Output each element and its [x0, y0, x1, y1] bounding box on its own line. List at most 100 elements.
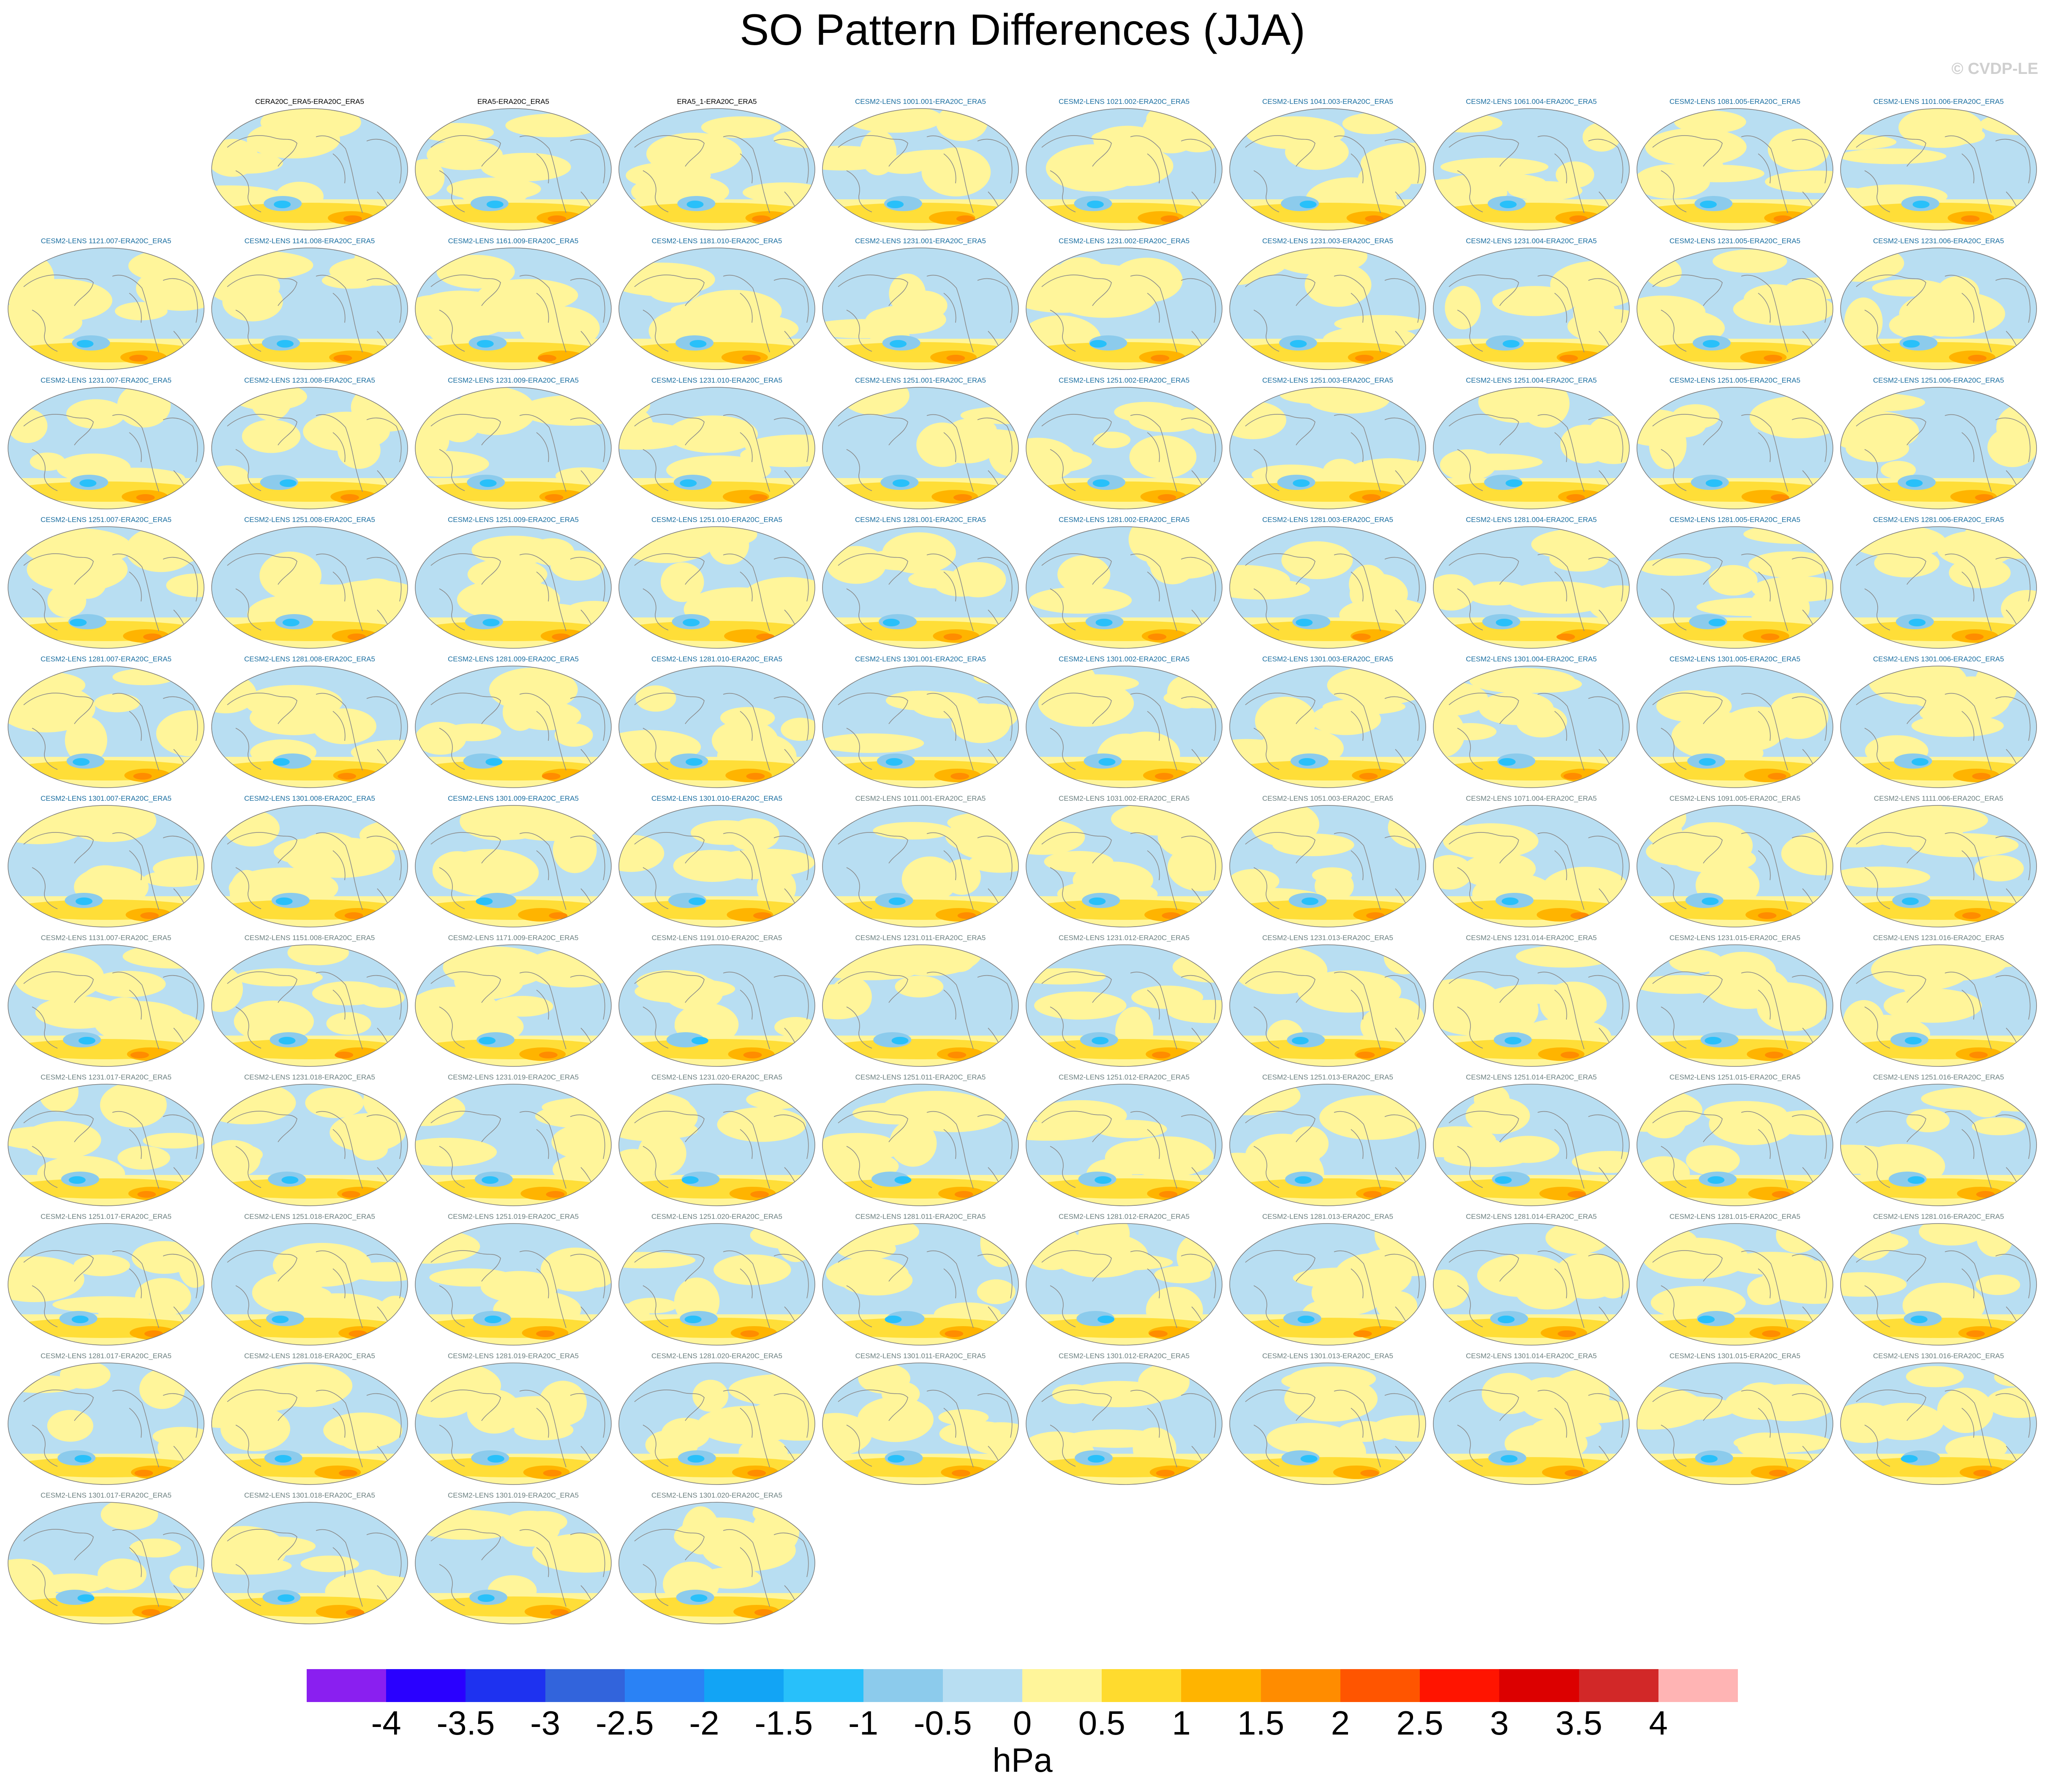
- map-panel-label: CESM2-LENS 1251.009-ERA20C_ERA5: [448, 516, 579, 524]
- map-panel: CESM2-LENS 1251.013-ERA20C_ERA5: [1228, 1072, 1427, 1207]
- map-panel-label: CESM2-LENS 1251.008-ERA20C_ERA5: [244, 516, 375, 524]
- robinson-map: [1433, 666, 1630, 788]
- map-panel-label: CESM2-LENS 1281.018-ERA20C_ERA5: [244, 1352, 375, 1360]
- map-panel: CESM2-LENS 1251.005-ERA20C_ERA5: [1636, 375, 1834, 510]
- map-panel: CESM2-LENS 1251.018-ERA20C_ERA5: [210, 1211, 409, 1346]
- map-panel: CESM2-LENS 1231.002-ERA20C_ERA5: [1025, 236, 1223, 371]
- map-panel-label: CESM2-LENS 1281.010-ERA20C_ERA5: [651, 655, 782, 663]
- map-panel: CESM2-LENS 1251.014-ERA20C_ERA5: [1432, 1072, 1631, 1207]
- robinson-map: [618, 805, 815, 927]
- map-panel-label: CESM2-LENS 1281.016-ERA20C_ERA5: [1873, 1213, 2004, 1221]
- colorbar-tick-label: 0.5: [1078, 1704, 1125, 1742]
- map-panel: CESM2-LENS 1231.016-ERA20C_ERA5: [1839, 933, 2038, 1068]
- map-panel-label: CESM2-LENS 1281.005-ERA20C_ERA5: [1669, 516, 1800, 524]
- map-panel: CESM2-LENS 1301.010-ERA20C_ERA5: [618, 793, 816, 928]
- map-panel: CESM2-LENS 1301.012-ERA20C_ERA5: [1025, 1351, 1223, 1486]
- map-panel-label: CESM2-LENS 1251.003-ERA20C_ERA5: [1262, 376, 1393, 384]
- colorbar-swatch: [1102, 1669, 1182, 1702]
- map-panel-label: CESM2-LENS 1301.020-ERA20C_ERA5: [651, 1491, 782, 1499]
- map-panel-label: CESM2-LENS 1281.009-ERA20C_ERA5: [448, 655, 579, 663]
- map-panel-label: CESM2-LENS 1301.015-ERA20C_ERA5: [1669, 1352, 1800, 1360]
- robinson-map: [618, 1362, 815, 1485]
- map-panel: CESM2-LENS 1081.005-ERA20C_ERA5: [1636, 96, 1834, 231]
- map-panel: CESM2-LENS 1251.011-ERA20C_ERA5: [821, 1072, 1020, 1207]
- map-panel: CESM2-LENS 1161.009-ERA20C_ERA5: [414, 236, 613, 371]
- colorbar-tick-label: -1: [848, 1704, 879, 1742]
- robinson-map: [1840, 805, 2037, 927]
- map-panel-label: CESM2-LENS 1231.004-ERA20C_ERA5: [1466, 237, 1597, 245]
- robinson-map: [1026, 247, 1223, 370]
- map-panel: CESM2-LENS 1301.003-ERA20C_ERA5: [1228, 654, 1427, 789]
- robinson-map: [415, 666, 612, 788]
- map-panel: CESM2-LENS 1051.003-ERA20C_ERA5: [1228, 793, 1427, 928]
- map-panel: CESM2-LENS 1231.015-ERA20C_ERA5: [1636, 933, 1834, 1068]
- map-panel-label: CESM2-LENS 1281.007-ERA20C_ERA5: [41, 655, 172, 663]
- robinson-map: [8, 247, 204, 370]
- map-panel-label: CESM2-LENS 1251.015-ERA20C_ERA5: [1669, 1073, 1800, 1081]
- map-panel: CESM2-LENS 1231.014-ERA20C_ERA5: [1432, 933, 1631, 1068]
- map-panel-label: CESM2-LENS 1301.013-ERA20C_ERA5: [1262, 1352, 1393, 1360]
- map-panel-label: CESM2-LENS 1251.001-ERA20C_ERA5: [855, 376, 986, 384]
- robinson-map: [618, 108, 815, 231]
- robinson-map: [618, 1084, 815, 1206]
- map-panel-label: CESM2-LENS 1231.005-ERA20C_ERA5: [1669, 237, 1800, 245]
- robinson-map: [1229, 666, 1426, 788]
- robinson-map: [211, 666, 408, 788]
- map-panel-label: CESM2-LENS 1301.010-ERA20C_ERA5: [651, 794, 782, 802]
- map-panel: CESM2-LENS 1251.009-ERA20C_ERA5: [414, 514, 613, 650]
- robinson-map: [618, 526, 815, 649]
- map-panel: CESM2-LENS 1251.004-ERA20C_ERA5: [1432, 375, 1631, 510]
- robinson-map: [415, 247, 612, 370]
- map-panel-label: CESM2-LENS 1231.019-ERA20C_ERA5: [448, 1073, 579, 1081]
- map-panel-label: CESM2-LENS 1171.009-ERA20C_ERA5: [448, 934, 579, 942]
- map-panel: CESM2-LENS 1301.020-ERA20C_ERA5: [618, 1490, 816, 1625]
- robinson-map: [211, 108, 408, 231]
- map-panel-label: CESM2-LENS 1281.012-ERA20C_ERA5: [1059, 1213, 1190, 1221]
- map-panel: CESM2-LENS 1231.001-ERA20C_ERA5: [821, 236, 1020, 371]
- colorbar-tick-label: 3.5: [1555, 1704, 1603, 1742]
- map-panel-label: CESM2-LENS 1281.011-ERA20C_ERA5: [855, 1213, 986, 1221]
- robinson-map: [8, 1502, 204, 1624]
- map-panel: CESM2-LENS 1251.010-ERA20C_ERA5: [618, 514, 816, 650]
- robinson-map: [415, 944, 612, 1067]
- map-panel-label: CESM2-LENS 1251.013-ERA20C_ERA5: [1262, 1073, 1393, 1081]
- map-panel: CESM2-LENS 1231.009-ERA20C_ERA5: [414, 375, 613, 510]
- robinson-map: [1433, 1362, 1630, 1485]
- map-panel: CESM2-LENS 1281.017-ERA20C_ERA5: [7, 1351, 205, 1486]
- robinson-map: [8, 1084, 204, 1206]
- map-panel: CESM2-LENS 1301.002-ERA20C_ERA5: [1025, 654, 1223, 789]
- map-panel-label: CESM2-LENS 1301.018-ERA20C_ERA5: [244, 1491, 375, 1499]
- colorbar-swatch: [1022, 1669, 1102, 1702]
- robinson-map: [1637, 387, 1833, 509]
- map-panel: ERA5-ERA20C_ERA5: [414, 96, 613, 231]
- map-panel: CESM2-LENS 1231.017-ERA20C_ERA5: [7, 1072, 205, 1207]
- robinson-map: [1229, 805, 1426, 927]
- map-panel-label: CESM2-LENS 1301.014-ERA20C_ERA5: [1466, 1352, 1597, 1360]
- robinson-map: [1229, 387, 1426, 509]
- robinson-map: [1637, 944, 1833, 1067]
- robinson-map: [211, 805, 408, 927]
- robinson-map: [211, 1502, 408, 1624]
- map-panel: CESM2-LENS 1231.019-ERA20C_ERA5: [414, 1072, 613, 1207]
- robinson-map: [1229, 247, 1426, 370]
- robinson-map: [1840, 1084, 2037, 1206]
- map-panel-label: CESM2-LENS 1131.007-ERA20C_ERA5: [41, 934, 172, 942]
- map-panel: CESM2-LENS 1251.015-ERA20C_ERA5: [1636, 1072, 1834, 1207]
- map-panel-label: CESM2-LENS 1231.012-ERA20C_ERA5: [1059, 934, 1190, 942]
- map-panel: CESM2-LENS 1301.011-ERA20C_ERA5: [821, 1351, 1020, 1486]
- map-panel-label: CESM2-LENS 1251.011-ERA20C_ERA5: [855, 1073, 986, 1081]
- map-panel-label: CESM2-LENS 1251.019-ERA20C_ERA5: [448, 1213, 579, 1221]
- robinson-map: [1229, 108, 1426, 231]
- map-panel-label: CESM2-LENS 1251.010-ERA20C_ERA5: [651, 516, 782, 524]
- map-panel: CESM2-LENS 1231.011-ERA20C_ERA5: [821, 933, 1020, 1068]
- map-panel-label: CESM2-LENS 1251.017-ERA20C_ERA5: [41, 1213, 172, 1221]
- robinson-map: [1840, 1223, 2037, 1346]
- map-panel: CESM2-LENS 1021.002-ERA20C_ERA5: [1025, 96, 1223, 231]
- map-panel-label: CESM2-LENS 1111.006-ERA20C_ERA5: [1873, 794, 2004, 802]
- map-panel: CESM2-LENS 1301.017-ERA20C_ERA5: [7, 1490, 205, 1625]
- map-panel: CESM2-LENS 1281.002-ERA20C_ERA5: [1025, 514, 1223, 650]
- colorbar-swatch: [545, 1669, 625, 1702]
- robinson-map: [211, 247, 408, 370]
- robinson-map: [822, 247, 1019, 370]
- map-panel: CESM2-LENS 1301.015-ERA20C_ERA5: [1636, 1351, 1834, 1486]
